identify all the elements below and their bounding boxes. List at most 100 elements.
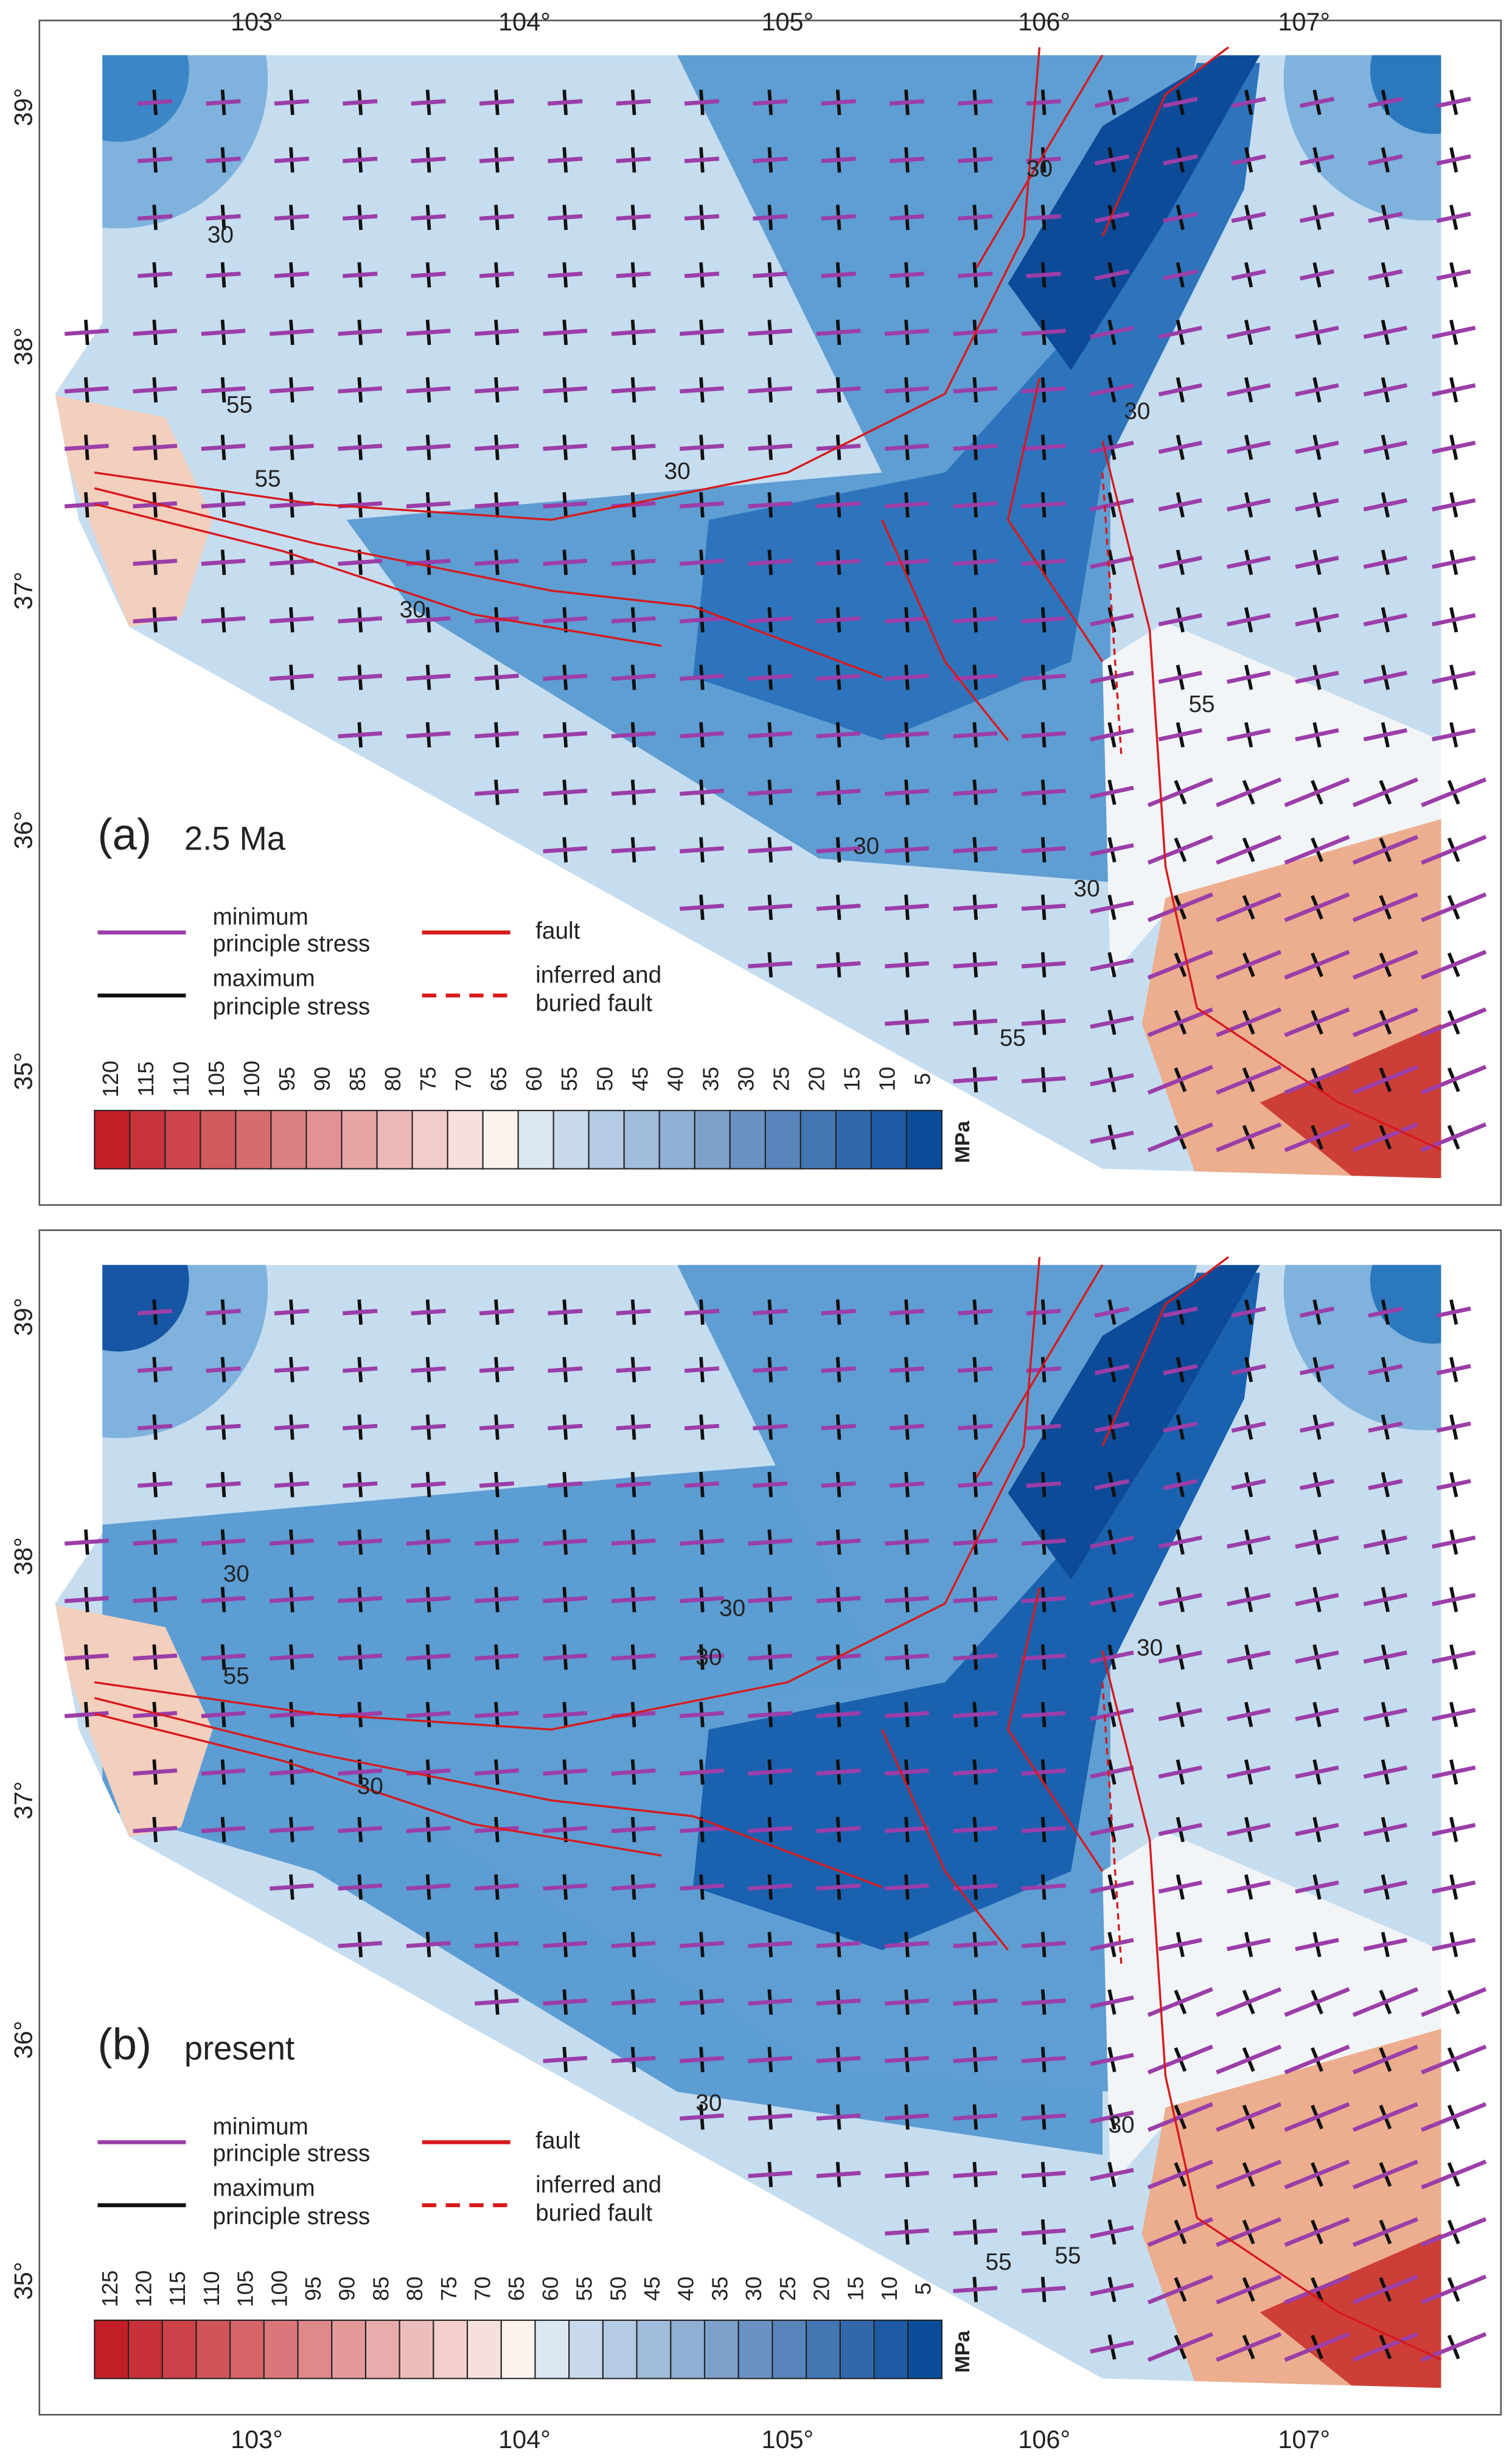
stress-cross	[1295, 1874, 1339, 1900]
stress-cross	[1021, 1586, 1066, 1613]
min-stress	[1295, 498, 1339, 512]
min-stress	[889, 1481, 925, 1488]
min-stress	[885, 1768, 929, 1776]
min-stress	[475, 1826, 519, 1833]
min-stress	[816, 2056, 861, 2064]
stress-cross	[206, 204, 241, 231]
min-stress	[64, 1653, 109, 1661]
stress-cross	[1368, 1471, 1403, 1498]
colorbar-cell	[703, 2319, 739, 2379]
colorbar-tick-label: 105	[233, 2270, 258, 2307]
stress-cross	[64, 492, 109, 518]
stress-cross	[753, 1471, 788, 1498]
stress-cross	[1216, 950, 1282, 980]
stress-cross	[753, 1414, 788, 1440]
stress-cross	[1090, 2219, 1134, 2245]
min-stress	[611, 1941, 656, 1948]
min-stress	[1295, 613, 1339, 627]
colorbar-tick-label: 45	[639, 2276, 664, 2301]
stress-cross	[1021, 492, 1066, 518]
stress-cross	[338, 1644, 383, 1670]
stress-cross	[64, 434, 109, 460]
stress-cross	[138, 147, 173, 173]
min-stress	[1231, 1479, 1266, 1490]
stress-cross	[1363, 1931, 1408, 1958]
colorbar-cell	[94, 2319, 130, 2379]
stress-cross	[1147, 777, 1213, 808]
min-stress	[1094, 1306, 1130, 1318]
min-stress	[406, 501, 451, 509]
min-stress	[1163, 1421, 1198, 1433]
min-stress	[680, 2056, 724, 2064]
min-stress	[953, 1596, 998, 1603]
stress-cross	[748, 1529, 793, 1555]
min-stress	[821, 1308, 856, 1316]
stress-cross	[1299, 1356, 1335, 1383]
stress-cross	[1090, 837, 1134, 863]
stress-cross	[411, 204, 446, 231]
min-stress	[1299, 97, 1335, 108]
stress-cross	[343, 262, 378, 288]
stress-cross	[1227, 1644, 1271, 1670]
stress-cross	[1227, 1874, 1271, 1900]
min-stress	[274, 1308, 310, 1316]
stress-cross	[406, 319, 451, 346]
stress-cross	[953, 1931, 998, 1958]
lon-tick-label: 104°	[498, 8, 551, 36]
stress-cross	[64, 1701, 109, 1728]
min-stress	[1421, 1064, 1487, 1095]
stress-cross	[1021, 2276, 1066, 2303]
colorbar-tick-label: 20	[809, 2276, 834, 2301]
stress-cross	[611, 1874, 656, 1900]
colorbar-tick-label: 75	[416, 1067, 441, 1091]
min-stress	[338, 559, 383, 566]
min-stress	[1216, 1122, 1282, 1153]
stress-cross	[475, 492, 519, 518]
min-stress	[64, 444, 109, 452]
min-stress	[821, 1481, 856, 1488]
stress-cross	[543, 722, 588, 748]
min-stress	[1021, 501, 1066, 509]
stress-cross	[748, 1816, 793, 1843]
min-stress	[1299, 1306, 1335, 1318]
stress-cross	[475, 549, 519, 575]
stress-cross	[1147, 2274, 1213, 2304]
stress-cross	[1299, 204, 1335, 231]
stress-cross	[1295, 434, 1339, 460]
min-stress	[411, 214, 446, 221]
colorbar-tick-label: 30	[733, 1067, 758, 1091]
min-stress	[1421, 2159, 1487, 2189]
stress-cross	[1227, 722, 1271, 748]
colorbar-tick-label: 25	[775, 2276, 800, 2301]
min-stress	[1352, 1987, 1418, 2017]
stress-cross	[206, 147, 241, 173]
stress-cross	[885, 895, 929, 920]
min-stress	[1295, 1880, 1339, 1894]
colorbar-tick-label: 85	[345, 1067, 370, 1091]
stress-cross	[1227, 1816, 1271, 1843]
min-stress	[1026, 156, 1061, 164]
stress-cross	[1021, 434, 1066, 460]
stress-cross	[1231, 1414, 1266, 1440]
min-stress	[1090, 671, 1134, 684]
stress-cross	[958, 147, 993, 173]
stress-cross	[1368, 204, 1403, 231]
min-stress	[953, 1076, 998, 1084]
stress-cross	[816, 1586, 861, 1613]
min-stress	[748, 1941, 793, 1948]
min-stress	[953, 1711, 998, 1718]
colorbar-tick-label: 35	[698, 1067, 723, 1091]
min-stress	[64, 386, 109, 394]
stress-cross	[885, 952, 929, 978]
min-stress	[1421, 1007, 1487, 1038]
min-stress	[1284, 1987, 1350, 2017]
min-stress	[680, 501, 724, 509]
stress-cross	[1094, 147, 1130, 173]
min-stress	[1090, 1593, 1134, 1607]
min-stress	[1163, 1364, 1198, 1375]
stress-cross	[953, 1701, 998, 1728]
stress-cross	[680, 722, 724, 748]
min-stress	[1094, 1479, 1130, 1490]
min-stress	[548, 1366, 583, 1373]
min-stress	[1299, 1479, 1335, 1490]
